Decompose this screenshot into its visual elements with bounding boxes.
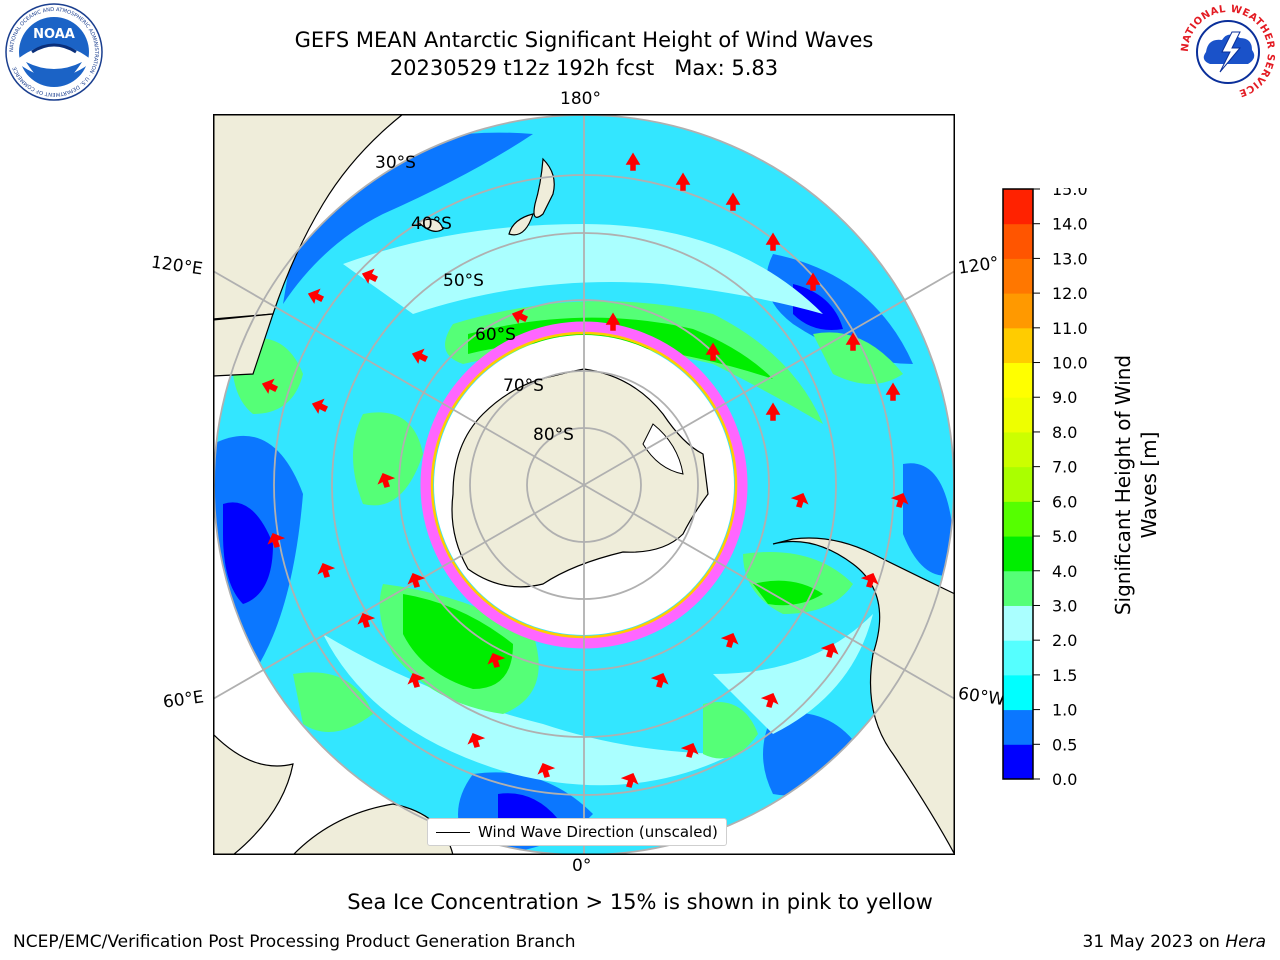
latitude-labels: 30°S 40°S 50°S 60°S 70°S 80°S [375,153,574,445]
lon-label-120w: 120° [956,253,1001,279]
land [213,114,955,855]
lon-label-0: 0° [572,856,592,876]
colorbar-title-line-2: Waves [m] [1137,431,1161,539]
lat-label-80s: 80°S [533,425,574,445]
wave-height-field [214,115,954,855]
lat-label-60s: 60°S [475,325,516,345]
lon-label-60w: 60°W [956,683,1007,711]
lat-label-40s: 40°S [411,214,452,234]
colorbar-tick-label: 11.0 [1052,319,1088,338]
noaa-logo-text: NOAA [33,27,75,42]
colorbar-title-line-1: Significant Height of Wind [1111,354,1135,616]
colorbar-tick-label: 13.0 [1052,249,1088,268]
title-line-1: GEFS MEAN Antarctic Significant Height o… [294,28,874,52]
colorbar-segment [1003,501,1033,537]
footer-branch: NCEP/EMC/Verification Post Processing Pr… [13,932,576,952]
colorbar-tick-label: 8.0 [1052,423,1077,442]
colorbar-tick-label: 3.0 [1052,596,1077,615]
colorbar-tick-label: 6.0 [1052,492,1077,511]
colorbar-tick-label: 15.0 [1052,188,1088,199]
map-legend: Wind Wave Direction (unscaled) [427,818,727,846]
colorbar-segment [1003,362,1033,398]
colorbar-segment [1003,431,1033,468]
colorbar-segment [1003,223,1033,259]
colorbar-segment [1003,605,1033,641]
footer-date: 31 May 2023 on Hera [1083,932,1267,952]
colorbar-title: Significant Height of Wind Waves [m] [1110,335,1162,635]
colorbar: 0.0 0.5 1.0 1.5 2.0 3.0 4.0 5.0 6.0 7.0 8.0 9.0 10.0… [1002,188,1088,788]
lat-label-30s: 30°S [375,153,416,173]
colorbar-tick-label: 2.0 [1052,631,1077,650]
colorbar-tick-label: 14.0 [1052,215,1088,234]
graticule [213,114,955,855]
colorbar-tick-label: 1.5 [1052,666,1077,685]
colorbar-tick-label: 0.5 [1052,735,1077,754]
colorbar-segment [1003,466,1033,502]
title-line-2: 20230529 t12z 192h fcst Max: 5.83 [389,56,779,80]
colorbar-tick-label: 10.0 [1052,354,1088,373]
colorbar-segment [1003,397,1033,433]
colorbar-tick-label: 5.0 [1052,527,1077,546]
noaa-logo: NOAA NATIONAL OCEANIC AND ATMOSPHERIC AD… [5,3,103,101]
colorbar-segment [1003,744,1033,780]
colorbar-segment [1003,293,1033,329]
colorbar-segment [1003,536,1033,572]
lon-label-60e: 60°E [161,687,206,713]
colorbar-tick-label: 0.0 [1052,770,1077,788]
colorbar-tick-label: 12.0 [1052,284,1088,303]
colorbar-segment [1003,189,1033,225]
nws-logo: NATIONAL WEATHER SERVICE [1180,4,1276,100]
colorbar-segment [1003,570,1033,606]
colorbar-tick-label: 1.0 [1052,701,1077,720]
colorbar-segment [1003,674,1033,711]
legend-line-sample [436,831,470,833]
sea-ice-caption: Sea Ice Concentration > 15% is shown in … [347,890,933,914]
lat-label-50s: 50°S [443,271,484,291]
polar-map: 30°S 40°S 50°S 60°S 70°S 80°S [213,114,955,855]
chart-title: GEFS MEAN Antarctic Significant Height o… [184,26,984,82]
lat-label-70s: 70°S [503,376,544,396]
lon-label-180: 180° [560,89,601,109]
wave-direction-arrows [261,152,909,788]
footer-date-text: 31 May 2023 on [1082,932,1226,952]
colorbar-segment [1003,709,1033,745]
legend-label: Wind Wave Direction (unscaled) [478,823,718,841]
colorbar-segment [1003,258,1033,294]
lon-label-120e: 120°E [149,252,204,280]
colorbar-tick-label: 4.0 [1052,562,1077,581]
colorbar-tick-label: 7.0 [1052,458,1077,477]
colorbar-tick-label: 9.0 [1052,388,1077,407]
colorbar-segment [1003,640,1033,676]
footer-host: Hera [1225,932,1266,952]
colorbar-segment [1003,327,1033,364]
